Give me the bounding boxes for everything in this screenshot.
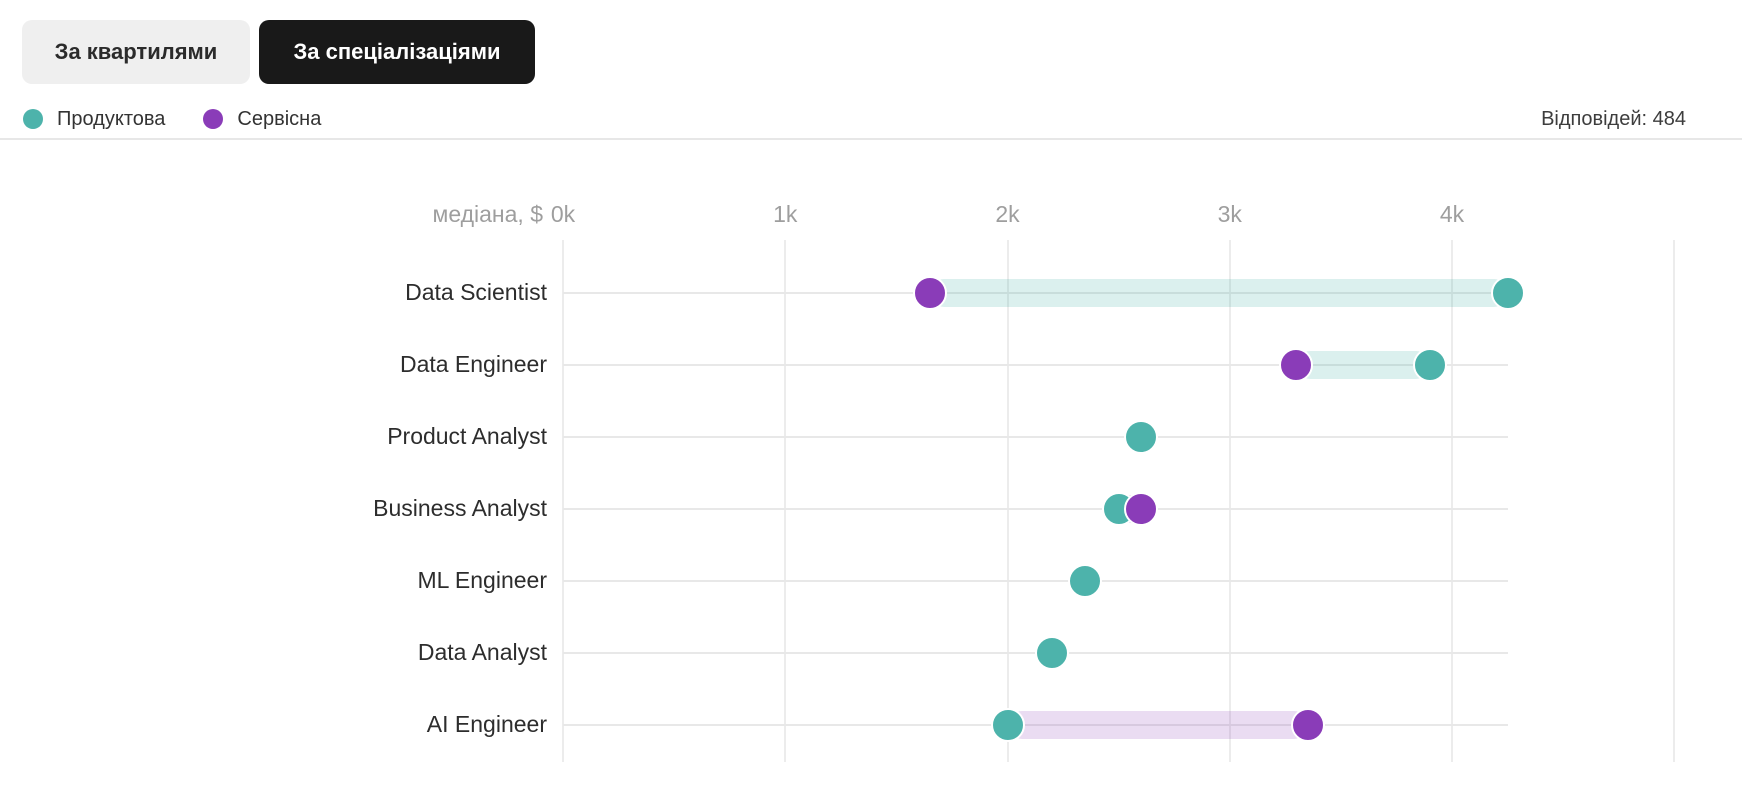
dot-product-data-scientist[interactable] (1490, 276, 1525, 310)
row-label-data-analyst: Data Analyst (417, 639, 547, 665)
by-specializations-button[interactable]: За спеціалізаціями (259, 20, 535, 84)
range-band (1007, 711, 1308, 739)
dot-product-ai-engineer[interactable] (990, 708, 1025, 742)
v-gridline (1006, 240, 1009, 762)
row-label-ai-engineer: AI Engineer (426, 711, 547, 737)
dot-product-product-analyst[interactable] (1123, 420, 1158, 454)
x-tick-label: 2k (995, 201, 1020, 227)
legend-item-product: Продуктова (23, 108, 165, 131)
dot-product-data-analyst[interactable] (1034, 636, 1069, 670)
by-quartiles-button[interactable]: За квартилями (22, 20, 250, 84)
chart-header: За квартилями За спеціалізаціями Продукт… (0, 0, 1742, 140)
x-tick-label: 0k (550, 201, 576, 227)
x-tick-label: 1k (773, 201, 798, 227)
row-label-data-engineer: Data Engineer (399, 351, 547, 377)
v-gridline (1451, 240, 1453, 762)
x-axis-title: медіана, $ (432, 201, 544, 227)
dot-product-data-engineer[interactable] (1412, 348, 1447, 382)
legend: Продуктова Сервісна (23, 106, 321, 132)
range-band (929, 279, 1508, 307)
service-legend-dot-icon (203, 109, 224, 129)
product-legend-dot-icon (23, 109, 43, 129)
range-band (1296, 351, 1430, 379)
dot-product-ml-engineer[interactable] (1068, 564, 1103, 598)
x-tick-label: 4k (1439, 201, 1465, 227)
legend-item-service: Сервісна (203, 108, 321, 131)
row-label-ml-engineer: ML Engineer (417, 567, 547, 593)
dot-service-data-scientist[interactable] (912, 276, 947, 310)
legend-label-product: Продуктова (57, 107, 166, 130)
row-label-data-scientist: Data Scientist (405, 279, 547, 305)
dot-service-ai-engineer[interactable] (1290, 708, 1325, 742)
dot-service-business-analyst[interactable] (1123, 492, 1158, 526)
v-gridline (1673, 240, 1676, 762)
row-gridline (563, 724, 1508, 726)
row-gridline (563, 436, 1508, 438)
v-gridline (562, 240, 564, 762)
dot-service-data-engineer[interactable] (1279, 348, 1314, 382)
responses-count: Відповідей: 484 (1541, 108, 1686, 130)
row-gridline (563, 292, 1508, 294)
legend-label-service: Сервісна (237, 107, 322, 130)
row-gridline (563, 508, 1508, 510)
v-gridline (1228, 240, 1231, 762)
row-gridline (563, 364, 1508, 366)
x-tick-label: 3k (1217, 201, 1242, 227)
row-label-business-analyst: Business Analyst (373, 495, 547, 521)
row-gridline (563, 580, 1508, 582)
v-gridline (784, 240, 787, 762)
row-label-product-analyst: Product Analyst (387, 423, 547, 449)
